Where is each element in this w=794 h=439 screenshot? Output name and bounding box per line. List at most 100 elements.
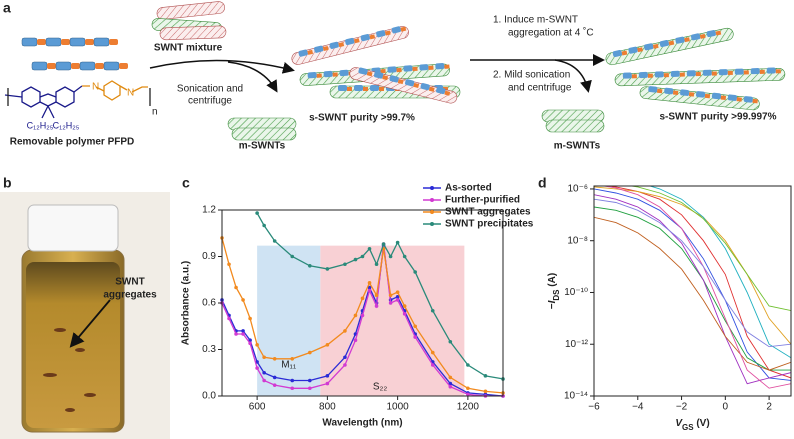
data-point	[272, 375, 277, 380]
x-tick-label: 1000	[387, 402, 410, 413]
nanotube	[639, 86, 760, 111]
polymer-unit	[727, 70, 733, 76]
data-line	[594, 216, 791, 371]
data-point	[255, 366, 259, 370]
legend-label: Further-purified	[445, 195, 520, 206]
polymer-unit	[612, 49, 623, 57]
data-point	[262, 370, 266, 375]
data-point	[290, 254, 295, 259]
polymer-unit	[93, 37, 110, 47]
data-point	[248, 341, 252, 346]
x-tick-label: 600	[249, 402, 266, 413]
x-tick-label: 2	[766, 402, 772, 413]
process-arrow	[554, 59, 592, 93]
photo-label: SWNT	[115, 277, 144, 288]
data-point	[395, 298, 400, 302]
data-point	[248, 316, 252, 321]
polymer-unit	[734, 68, 744, 75]
polymer-unit	[444, 64, 450, 69]
legend-label: SWNT aggregates	[445, 207, 531, 218]
nanotube	[545, 119, 605, 133]
purity-label: s-SWNT purity >99.997%	[660, 112, 777, 123]
data-point	[343, 355, 347, 360]
polymer-unit	[373, 71, 384, 79]
data-point	[430, 350, 435, 355]
x-tick-label: 1200	[457, 402, 480, 413]
panel-label: d	[538, 175, 547, 191]
polymer-unit	[766, 67, 776, 74]
data-line	[648, 186, 791, 359]
polymer-unit	[690, 33, 701, 41]
data-point	[227, 262, 231, 267]
legend-label: SWNT precipitates	[445, 219, 534, 230]
polymer-unit	[363, 87, 368, 91]
data-point	[430, 363, 435, 367]
data-point	[402, 304, 407, 308]
polymer-unit	[314, 45, 324, 53]
polymer-unit	[316, 73, 322, 78]
polymer-unit	[622, 72, 632, 79]
polymer-unit	[670, 70, 680, 77]
polymer-unit	[384, 30, 391, 36]
polymer-unit	[405, 79, 415, 87]
polymer-unit	[307, 49, 314, 55]
polymer-unit	[61, 39, 70, 45]
polymer-unit	[338, 42, 345, 48]
axis-label-part: I	[547, 300, 558, 303]
nanotube	[231, 127, 297, 141]
shaded-region	[257, 245, 321, 396]
step-text: centrifuge	[188, 96, 232, 107]
polymer-unit	[711, 71, 717, 76]
data-point	[466, 386, 470, 391]
polymer-unit	[663, 73, 669, 78]
polymer-unit	[657, 88, 663, 94]
polymer-unit	[675, 36, 685, 44]
polymer-unit	[338, 85, 347, 91]
data-point	[402, 312, 407, 316]
polymer-unit	[95, 63, 104, 69]
nanotube	[614, 67, 786, 87]
polymer-unit	[387, 66, 397, 73]
polymer-unit	[307, 71, 317, 79]
nanotube	[605, 27, 734, 66]
step-text: Sonication and	[177, 84, 243, 95]
x-axis-label: VGS (V)	[675, 418, 709, 432]
data-point	[448, 339, 453, 344]
y-tick-label: 10⁻⁶	[567, 184, 588, 195]
polymer-unit	[103, 61, 120, 71]
polymer-unit	[679, 72, 685, 77]
region-label: M₁₁	[281, 360, 297, 371]
polymer-unit	[109, 39, 118, 45]
nanotube	[349, 67, 458, 104]
side-chain-label: C₁₂H₂₅	[53, 120, 80, 130]
polymer-unit	[436, 86, 446, 95]
chemical-structure	[4, 85, 151, 119]
polymer-unit	[727, 94, 738, 101]
data-point	[413, 335, 417, 339]
y-tick-label: 0.6	[202, 298, 216, 309]
polymer-unit	[743, 70, 749, 75]
data-point	[413, 324, 417, 329]
polymer-unit	[688, 92, 695, 97]
polymer-unit	[358, 67, 368, 75]
data-point	[448, 375, 453, 380]
data-point	[448, 381, 453, 386]
data-point	[353, 257, 358, 262]
atom-label: N	[127, 88, 134, 99]
axis-label-part: (A)	[547, 273, 558, 290]
y-tick-label: 10⁻¹⁴	[564, 391, 588, 402]
polymer-unit	[428, 86, 435, 92]
polymer-unit	[382, 75, 389, 81]
data-line	[222, 244, 503, 396]
polymer-unit	[668, 40, 675, 46]
photo-label: aggregates	[103, 290, 157, 301]
axis-label-part: V	[675, 418, 683, 429]
data-point	[374, 304, 379, 308]
polymer-unit	[376, 30, 386, 38]
polymer-unit	[631, 74, 637, 79]
side-chain-label: C₁₂H₂₅	[27, 120, 54, 130]
data-point	[381, 242, 386, 246]
y-tick-label: 0.3	[202, 344, 216, 355]
data-point	[262, 355, 266, 360]
polymer-unit	[345, 37, 355, 46]
